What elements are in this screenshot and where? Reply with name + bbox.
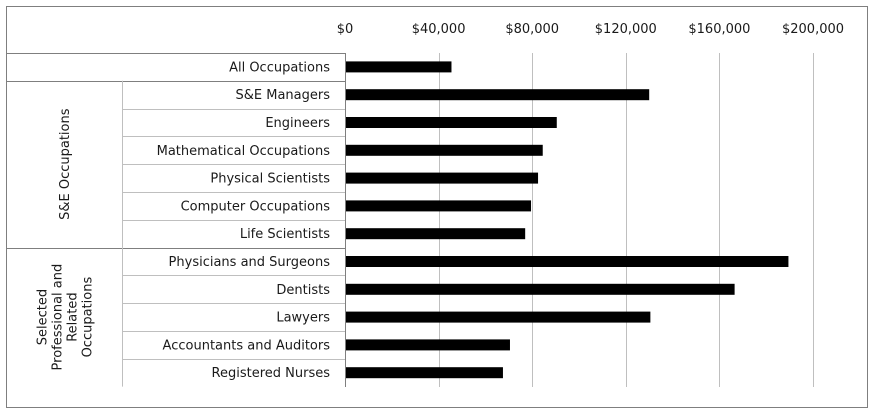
- group-label: SelectedProfessional andRelatedOccupatio…: [35, 264, 95, 371]
- category-label: Life Scientists: [240, 227, 330, 242]
- group-label-line: Occupations: [80, 277, 95, 358]
- category-label: Mathematical Occupations: [157, 144, 331, 159]
- bar: [346, 117, 557, 128]
- x-tick-label: $200,000: [782, 22, 844, 37]
- category-label: Dentists: [276, 283, 330, 298]
- bar: [346, 61, 452, 73]
- bar: [346, 172, 539, 184]
- x-tick-label: $160,000: [688, 22, 750, 37]
- category-label: All Occupations: [229, 60, 330, 75]
- bar: [346, 367, 503, 379]
- x-axis-tick-labels: $0 $40,000 $80,000 $120,000 $160,000 $200,000: [337, 22, 844, 37]
- bar: [346, 228, 526, 240]
- category-label: S&E Managers: [236, 88, 331, 103]
- group-label-line: S&E Occupations: [58, 108, 73, 220]
- group-label-line: Professional and: [50, 264, 65, 371]
- bars: [346, 61, 789, 379]
- group-label-line: Selected: [35, 289, 50, 345]
- bar: [346, 256, 789, 267]
- category-label: Lawyers: [276, 311, 330, 326]
- category-labels: All Occupations S&E Managers Engineers Math…: [157, 60, 331, 381]
- category-label: Computer Occupations: [181, 199, 331, 214]
- bar: [346, 311, 651, 323]
- bar: [346, 89, 650, 101]
- group-label-line: Related: [65, 292, 80, 341]
- category-label: Physical Scientists: [210, 172, 330, 187]
- category-frame: [6, 53, 346, 387]
- bar: [346, 283, 735, 295]
- category-label: Engineers: [265, 116, 330, 131]
- group-label: S&E Occupations: [58, 108, 73, 220]
- group-labels: S&E Occupations SelectedProfessional andR…: [35, 108, 95, 370]
- x-tick-label: $40,000: [412, 22, 466, 37]
- x-tick-label: $120,000: [595, 22, 657, 37]
- bar: [346, 144, 543, 156]
- category-label: Physicians and Surgeons: [169, 255, 331, 270]
- bar: [346, 339, 510, 351]
- category-label: Accountants and Auditors: [163, 338, 331, 353]
- category-label: Registered Nurses: [212, 366, 331, 381]
- x-tick-label: $80,000: [505, 22, 559, 37]
- bar: [346, 200, 532, 212]
- x-tick-label: $0: [337, 22, 354, 37]
